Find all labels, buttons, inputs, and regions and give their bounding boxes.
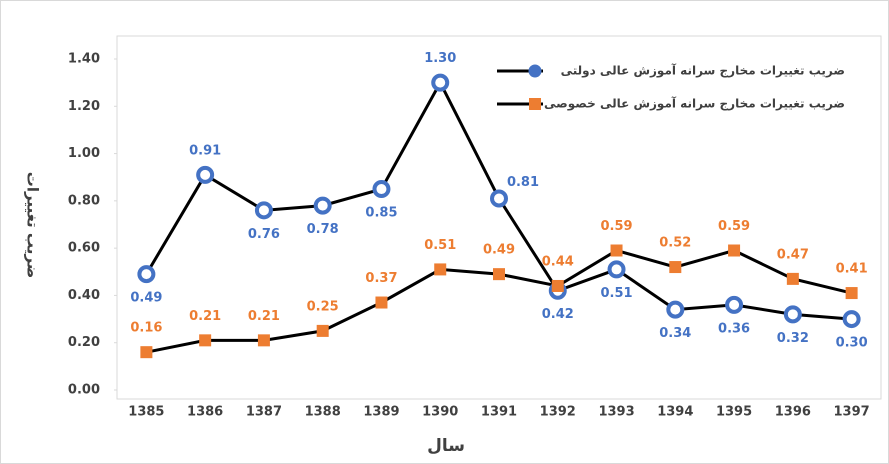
y-tick-label: 1.40 (68, 52, 100, 67)
point-marker (493, 268, 505, 281)
data-label: 0.41 (836, 262, 868, 277)
y-tick-label: 1.20 (68, 99, 100, 114)
point-marker (196, 165, 215, 184)
x-tick-label: 1388 (305, 405, 341, 420)
x-tick-label: 1394 (657, 405, 693, 420)
data-label: 0.85 (365, 206, 397, 221)
legend-label: ضریب تغییرات مخارج سرانه آموزش عالی دولت… (561, 63, 845, 79)
point-marker (725, 295, 744, 314)
data-label: 0.91 (189, 143, 221, 158)
data-label: 0.16 (130, 321, 162, 336)
y-tick-label: 0.80 (68, 193, 100, 208)
data-label: 0.52 (659, 236, 691, 251)
point-marker (845, 287, 858, 300)
x-tick-label: 1396 (775, 405, 811, 420)
data-label: 0.59 (600, 219, 632, 234)
data-label: 0.49 (130, 291, 162, 306)
data-label: 0.44 (542, 254, 574, 269)
data-label: 0.21 (248, 309, 280, 324)
x-tick-label: 1393 (598, 405, 634, 420)
point-marker (669, 261, 682, 274)
point-marker (316, 324, 329, 337)
y-axis-title: ضریب تغییرات (24, 172, 42, 278)
point-marker (551, 279, 564, 292)
x-tick-label: 1387 (246, 405, 282, 420)
data-label: 0.36 (718, 321, 750, 336)
data-label: 0.30 (836, 336, 868, 351)
x-tick-label: 1395 (716, 405, 752, 420)
y-tick-label: 0.60 (68, 241, 100, 256)
legend-marker (529, 98, 541, 110)
data-label: 0.42 (542, 307, 574, 322)
x-tick-label: 1390 (422, 405, 458, 420)
point-marker (372, 180, 391, 199)
legend-marker (528, 64, 542, 78)
data-label: 1.30 (424, 51, 456, 66)
point-marker (610, 244, 623, 257)
y-tick-label: 0.00 (68, 383, 100, 398)
point-marker (431, 73, 450, 92)
point-marker (434, 263, 447, 276)
point-marker (728, 244, 741, 257)
x-tick-label: 1389 (363, 405, 399, 420)
point-marker (257, 334, 270, 347)
point-marker (783, 305, 802, 324)
point-marker (375, 296, 388, 309)
data-label: 0.76 (248, 227, 280, 242)
data-label: 0.81 (507, 175, 539, 190)
y-tick-label: 1.00 (68, 146, 100, 161)
point-marker (786, 272, 799, 285)
point-marker (490, 189, 508, 208)
x-tick-label: 1386 (187, 405, 223, 420)
data-label: 0.49 (483, 243, 515, 258)
data-label: 0.51 (600, 286, 632, 301)
point-marker (140, 346, 153, 359)
point-marker (842, 310, 861, 329)
data-label: 0.59 (718, 219, 750, 234)
plot-frame (116, 35, 882, 400)
data-label: 0.34 (659, 326, 691, 341)
point-marker (137, 265, 156, 284)
legend-label: ضریب تغییرات مخارج سرانه آموزش عالی خصوص… (544, 96, 845, 112)
x-tick-label: 1391 (481, 405, 517, 420)
x-tick-label: 1385 (128, 405, 164, 420)
data-label: 0.25 (307, 299, 339, 314)
data-label: 0.37 (365, 271, 397, 286)
y-tick-label: 0.40 (68, 288, 100, 303)
point-marker (607, 260, 626, 279)
point-marker (313, 196, 332, 215)
x-axis-title: سال (427, 436, 465, 456)
data-label: 0.78 (307, 222, 339, 237)
y-tick-label: 0.20 (68, 335, 100, 350)
data-label: 0.47 (777, 247, 809, 262)
x-tick-label: 1397 (834, 405, 870, 420)
point-marker (254, 201, 273, 220)
data-label: 0.51 (424, 238, 456, 253)
point-marker (666, 300, 685, 319)
x-tick-label: 1392 (540, 405, 576, 420)
point-marker (199, 334, 212, 347)
data-label: 0.21 (189, 309, 221, 324)
data-label: 0.32 (777, 331, 809, 346)
